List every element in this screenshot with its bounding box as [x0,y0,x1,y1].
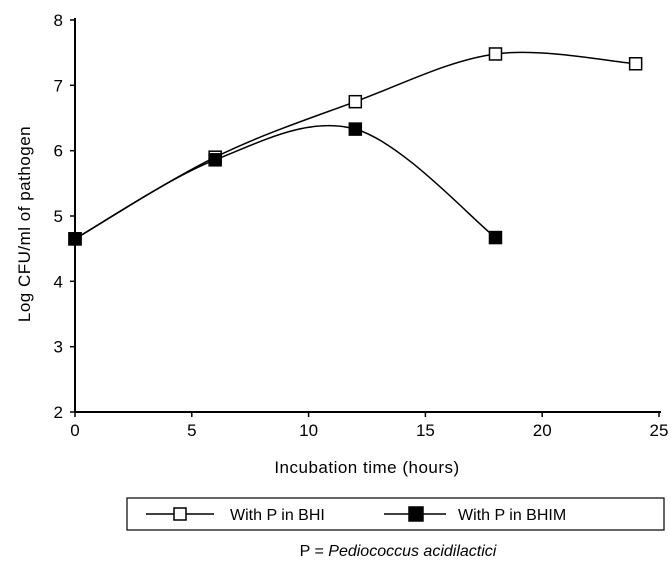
footnote-prefix: P = [300,543,329,560]
y-tick-label: 5 [54,207,63,226]
x-axis-label: Incubation time (hours) [274,458,459,477]
legend-label-bhim: With P in BHIM [458,507,566,524]
legend-marker-bhim [408,506,424,522]
y-tick-label: 6 [54,142,63,161]
legend-box [126,497,665,531]
series-line-1 [74,51,636,240]
x-tick-label: 25 [650,421,669,440]
data-point-series-2 [348,122,363,136]
data-point-series-1 [488,47,503,61]
data-point-series-2 [208,153,222,167]
y-tick-label: 8 [54,11,63,30]
y-tick-label: 2 [54,403,63,422]
x-tick-label: 15 [416,421,435,440]
data-point-series-1 [628,57,643,71]
x-ticks: 0 5 10 15 20 25 [70,412,668,440]
y-axis-label: Log CFU/ml of pathogen [15,126,34,322]
footnote: P = Pediococcus acidilactici [300,543,497,560]
data-point-series-2 [488,230,503,245]
x-tick-label: 5 [187,421,196,440]
y-tick-label: 3 [54,338,63,357]
data-point-series-1 [348,94,363,109]
y-tick-label: 7 [54,76,63,95]
legend-marker-bhi [173,507,187,521]
y-ticks: 2 3 4 5 6 7 8 [54,11,75,422]
footnote-species: Pediococcus acidilactici [328,543,497,560]
y-tick-label: 4 [54,272,63,291]
data-point-series-2 [68,232,82,246]
legend: With P in BHI With P in BHIM [126,497,665,531]
x-tick-label: 0 [70,421,79,440]
series-line-2 [74,124,496,240]
legend-label-bhi: With P in BHI [230,507,325,524]
series-group [68,47,643,246]
x-tick-label: 20 [533,421,552,440]
axes [74,18,661,413]
x-tick-label: 10 [299,421,318,440]
